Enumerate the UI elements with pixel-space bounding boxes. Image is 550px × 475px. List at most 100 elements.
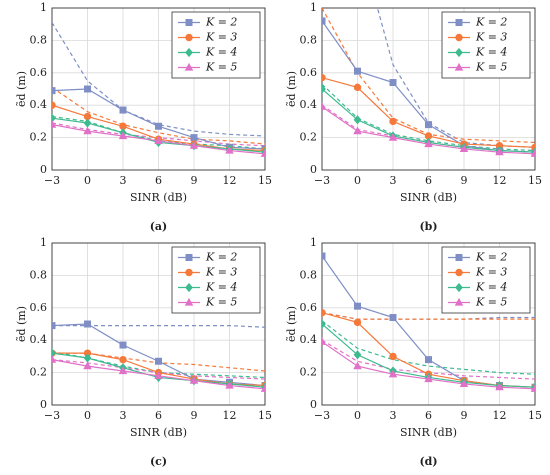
marker [425,356,432,364]
marker [322,252,326,260]
y-tick-label: 0.6 [30,301,48,314]
marker [389,79,397,87]
x-tick-label: 3 [390,409,397,422]
marker [389,314,397,322]
marker [353,115,362,125]
marker [225,145,234,154]
marker [322,17,326,25]
legend-label: K = 5 [475,61,507,74]
y-tick-label: 0.4 [300,98,318,111]
legend-label: K = 2 [475,251,507,264]
marker [260,384,265,392]
marker [388,369,398,378]
marker [424,374,433,383]
x-tick-label: 0 [84,409,91,422]
marker [455,268,463,277]
x-tick-label: −3 [314,409,330,422]
marker [353,318,362,327]
legend-label: K = 4 [205,46,237,59]
y-tick-label: 0.8 [300,33,318,46]
y-tick-label: 0 [310,163,317,176]
marker [459,144,469,153]
x-tick-label: 3 [120,174,127,187]
marker [455,282,463,293]
marker [185,282,193,293]
panel-label: (d) [419,455,437,468]
y-tick-label: 0.6 [300,66,318,79]
marker [389,352,397,361]
y-tick-label: 0.4 [30,333,48,346]
series-layer [52,320,265,392]
legend-label: K = 4 [475,281,507,294]
marker [353,361,362,370]
x-tick-label: −3 [44,174,60,187]
y-tick-label: 1 [310,1,317,14]
y-tick-label: 0.8 [300,268,318,281]
marker [322,337,327,345]
marker [84,320,91,328]
legend-label: K = 5 [475,296,507,309]
y-tick-label: 0.2 [300,366,318,379]
legend-label: K = 2 [205,251,237,264]
y-tick-label: 0.6 [300,301,318,314]
marker [530,149,535,157]
series-layer [52,22,265,157]
x-tick-label: 0 [84,174,91,187]
marker [260,149,265,157]
marker [322,102,327,110]
marker [455,254,463,261]
x-tick-label: 12 [223,409,237,422]
x-tick-label: 15 [528,409,542,422]
marker [455,19,463,26]
y-axis-label: ẽd (m) [285,71,298,107]
marker [118,366,128,375]
y-axis-label: ẽd (m) [285,306,298,342]
marker [530,384,535,392]
x-tick-label: 0 [354,174,361,187]
panel-label: (c) [150,455,167,468]
x-axis-label: SINR (dB) [400,426,457,439]
marker [119,106,127,114]
x-tick-label: −3 [314,174,330,187]
marker [185,268,193,277]
y-tick-label: 0 [40,398,47,411]
marker [52,120,57,128]
marker [454,297,464,306]
marker [119,341,127,349]
x-tick-label: −3 [44,409,60,422]
x-tick-label: 9 [461,174,468,187]
marker [353,350,362,360]
marker [84,85,91,93]
marker [52,101,56,109]
marker [322,308,326,317]
marker [225,380,234,389]
marker [52,87,56,95]
marker [83,118,92,128]
marker [118,131,128,140]
y-tick-label: 0.2 [30,366,48,379]
legend-label: K = 3 [475,31,507,44]
marker [184,297,194,306]
x-tick-label: 6 [425,174,432,187]
x-tick-label: 6 [425,409,432,422]
x-axis-label: SINR (dB) [130,191,187,204]
dashed-line [52,22,265,137]
x-axis-label: SINR (dB) [130,426,187,439]
legend-label: K = 4 [205,281,237,294]
marker [154,136,163,144]
y-tick-label: 0.4 [30,98,48,111]
marker [154,371,163,379]
y-tick-label: 0 [40,163,47,176]
x-tick-label: 15 [258,174,272,187]
legend-label: K = 4 [475,46,507,59]
x-tick-label: 3 [120,409,127,422]
marker [388,132,398,141]
x-tick-label: 3 [390,174,397,187]
marker [155,122,162,130]
y-tick-label: 1 [40,236,47,249]
marker [52,348,56,358]
dashed-line [322,320,535,375]
